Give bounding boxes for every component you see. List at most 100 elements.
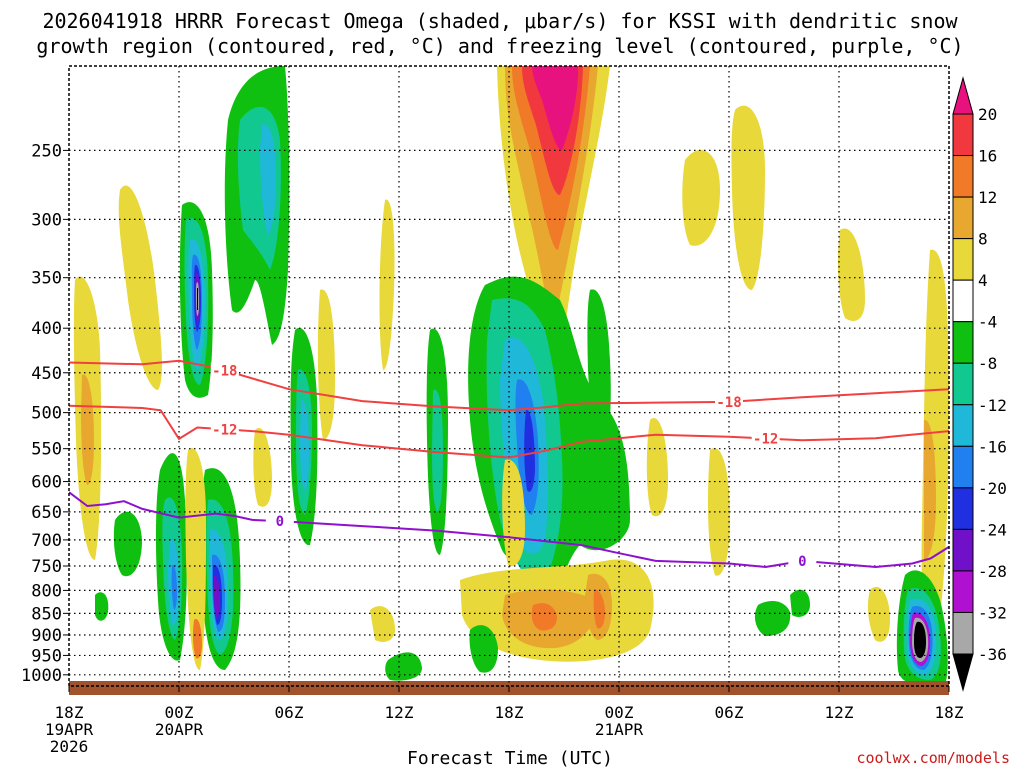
contour-label: 0 <box>798 554 806 570</box>
omega-shade-yellow-d <box>731 105 765 290</box>
contour-label-bg <box>788 552 817 569</box>
colorbar-tick-label: 4 <box>978 271 988 290</box>
omega-shade-yellow-m <box>707 448 730 576</box>
x-tick-label: 18Z <box>495 703 524 722</box>
omega-shade-lower-orange <box>192 619 202 659</box>
contour-label: -12 <box>212 422 237 438</box>
omega-shading <box>73 66 949 686</box>
x-tick-label: 18Z <box>55 703 84 722</box>
colorbar-tick-label: -8 <box>978 354 997 373</box>
y-tick-label: 500 <box>31 404 62 424</box>
colorbar-tick-label: -36 <box>978 645 1007 664</box>
x-tick-label: 00Z <box>165 703 194 722</box>
contour-label: -12 <box>753 432 778 448</box>
x-tick-label: 06Z <box>715 703 744 722</box>
omega-shade-col1-black <box>197 288 198 310</box>
colorbar-tick-label: 12 <box>978 188 997 207</box>
omega-shade-lowgreen3 <box>754 600 791 636</box>
x-tick-label: 12Z <box>825 703 854 722</box>
colorbar-swatch <box>952 155 974 198</box>
credit-text: coolwx.com/models <box>856 749 1010 767</box>
colorbar-tick-label: 20 <box>978 105 997 124</box>
y-tick-label: 250 <box>31 141 62 161</box>
colorbar-swatch <box>952 404 974 447</box>
omega-shade-yellow-e <box>837 228 865 321</box>
x-tick-label: 21APR <box>595 720 644 739</box>
omega-shade-patch1-orange <box>531 603 557 631</box>
chart-title-line2: growth region (contoured, red, °C) and f… <box>36 34 963 58</box>
omega-shade-yellow-j <box>253 428 272 507</box>
colorbar: 20 16 12 8 4 -4 -8 -12 -16 -20 -24 -28 -32 -36 <box>952 76 1007 692</box>
y-tick-label: 550 <box>31 440 62 460</box>
colorbar-swatch <box>952 570 974 613</box>
omega-shade-yellow-i <box>379 199 395 370</box>
y-tick-label: 350 <box>31 269 62 289</box>
contour-line <box>69 359 949 412</box>
y-tick-label: 850 <box>31 604 62 624</box>
omega-shade-yellow-c <box>682 150 720 246</box>
x-tick-label: 20APR <box>155 720 204 739</box>
y-tick-label: 700 <box>31 531 62 551</box>
colorbar-swatch <box>952 445 974 489</box>
x-tick-label: 12Z <box>385 703 414 722</box>
omega-shade-yellow-k <box>867 586 890 642</box>
omega-shade-yellow-a-gold <box>81 374 94 485</box>
colorbar-swatch <box>952 487 974 530</box>
y-tick-label: 900 <box>31 626 62 646</box>
gridlines <box>69 66 949 686</box>
y-tick-label: 800 <box>31 581 62 601</box>
omega-shade-central-darkblue <box>524 409 535 492</box>
colorbar-swatch <box>952 238 974 281</box>
omega-shade-col3-cyan <box>300 399 309 490</box>
contour-label: -18 <box>716 395 741 411</box>
omega-shade-yellow-g <box>646 418 668 517</box>
colorbar-swatch <box>952 611 974 655</box>
colorbar-tick-label: -24 <box>978 520 1007 539</box>
omega-shade-yellow-b <box>118 185 162 390</box>
x-tick-label: 06Z <box>275 703 304 722</box>
omega-shade-col2-cyan <box>260 124 276 235</box>
contour-labels: -18 -18 -12 -12 0 0 <box>210 362 817 570</box>
omega-shade-lowgreen4 <box>790 589 810 617</box>
y-tick-label: 300 <box>31 210 62 230</box>
contour-line <box>69 491 949 569</box>
contour-label: -18 <box>212 363 237 379</box>
colorbar-tick-label: -20 <box>978 479 1007 498</box>
plot-area: -18 -18 -12 -12 0 0 <box>68 65 950 695</box>
colorbar-tick-label: -32 <box>978 603 1007 622</box>
chart-title-line1: 2026041918 HRRR Forecast Omega (shaded, … <box>42 9 958 33</box>
colorbar-tick-label: -28 <box>978 562 1007 581</box>
omega-shade-lowgreen5 <box>113 511 142 577</box>
y-tick-label: 1000 <box>21 666 62 686</box>
colorbar-swatch <box>952 279 974 323</box>
y-tick-label: 950 <box>31 646 62 666</box>
contour-label-bg <box>210 362 239 379</box>
x-tick-label: 19APR <box>45 720 94 739</box>
x-tick-label: 00Z <box>605 703 634 722</box>
x-tick-label: 18Z <box>935 703 964 722</box>
contour-label-bg <box>210 421 239 438</box>
colorbar-swatch <box>952 528 974 572</box>
omega-shade-right-black <box>914 621 926 658</box>
colorbar-tick-label: 8 <box>978 230 988 249</box>
y-axis: 2503003504004505005506006507007508008509… <box>21 141 69 686</box>
colorbar-swatch <box>952 196 974 240</box>
colorbar-tick-label: -16 <box>978 437 1007 456</box>
contour-label-bg <box>751 430 780 447</box>
colorbar-swatch <box>952 362 974 406</box>
y-tick-label: 750 <box>31 557 62 577</box>
x-tick-label: 2026 <box>50 737 89 756</box>
omega-shade-patch2-orange <box>593 589 605 629</box>
omega-shade-upper-magenta <box>532 66 579 150</box>
colorbar-swatch <box>952 113 974 157</box>
colorbar-tick-label: 16 <box>978 147 997 166</box>
omega-shade-col5-green <box>587 289 611 450</box>
omega-shade-lowgreen2 <box>469 625 498 673</box>
omega-shade-yellow-l <box>370 606 395 642</box>
colorbar-swatch <box>952 76 974 115</box>
omega-shade-yellow-n <box>317 289 335 440</box>
omega-shade-lower2-purple <box>214 574 220 618</box>
